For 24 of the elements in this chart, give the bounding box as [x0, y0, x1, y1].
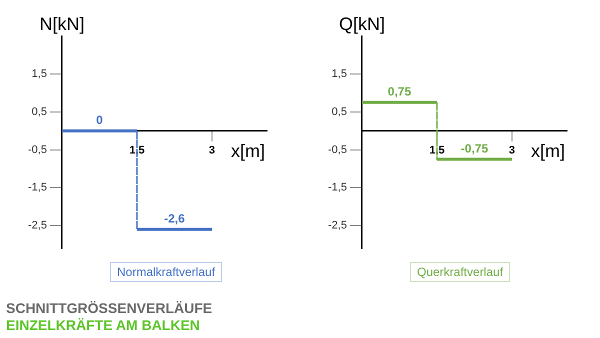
text: Normalkraftverlauf — [110, 262, 222, 282]
x-axis-title: x[m] — [231, 140, 265, 161]
text: SCHNITTGRÖSSENVERLÄUFE — [6, 300, 212, 317]
y-tick-label: 1,5 — [32, 68, 47, 80]
data-label: -2,6 — [164, 212, 186, 226]
y-tick-label: -2,5 — [328, 220, 347, 232]
x-tick-label: 3 — [208, 144, 216, 156]
data-label: 0 — [96, 113, 104, 128]
y-axis-title: N[kN] — [39, 14, 84, 34]
data-label: -0,75 — [460, 142, 488, 156]
x-tick-label: 3 — [508, 144, 516, 156]
y-tick-label: -2,5 — [28, 220, 47, 232]
y-axis-title: Q[kN] — [338, 14, 385, 34]
text: Querkraftverlauf — [410, 262, 510, 282]
y-tick-label: -0,5 — [28, 144, 47, 156]
y-tick-label: 0,5 — [332, 106, 347, 118]
y-tick-label: -0,5 — [328, 144, 347, 156]
text: EINZELKRÄFTE AM BALKEN — [6, 317, 201, 334]
data-label: 0,75 — [388, 84, 412, 99]
y-tick-label: -1,5 — [328, 182, 347, 194]
y-tick-label: -1,5 — [28, 182, 47, 194]
y-tick-label: 0,5 — [32, 106, 47, 118]
y-tick-label: 1,5 — [332, 68, 347, 80]
x-axis-title: x[m] — [531, 140, 565, 161]
